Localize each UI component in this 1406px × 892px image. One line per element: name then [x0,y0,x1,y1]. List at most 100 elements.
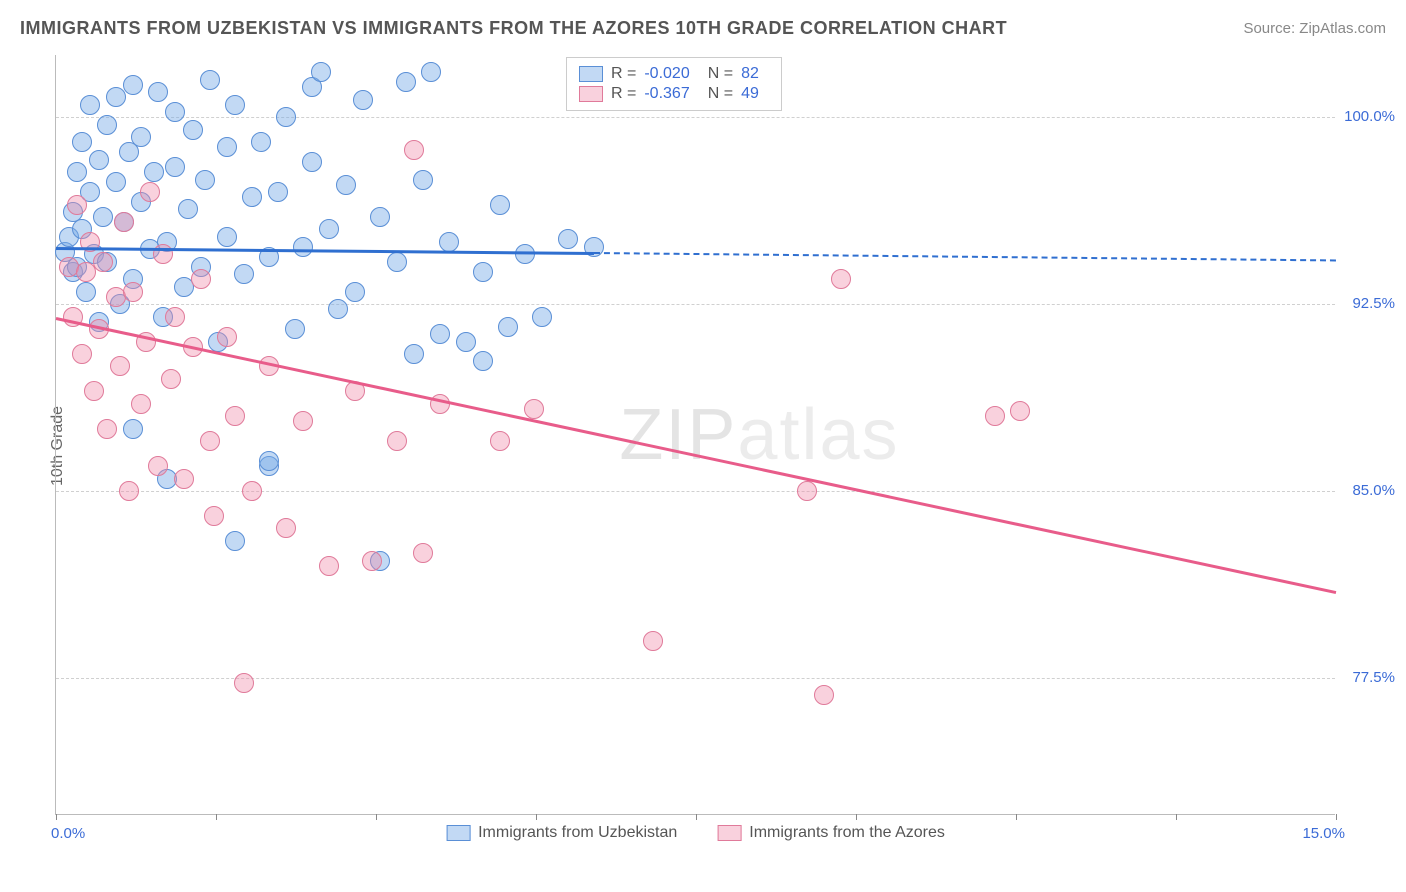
plot-area: ZIPatlas R =-0.020N =82R =-0.367N =49 10… [55,55,1335,815]
legend-swatch [717,825,741,841]
y-tick-label: 77.5% [1340,669,1395,686]
trend-line [594,252,1336,261]
scatter-point [396,72,416,92]
trend-line [56,247,594,255]
scatter-point [276,107,296,127]
scatter-point [225,95,245,115]
legend-r-value: -0.020 [644,65,689,83]
scatter-point [456,332,476,352]
scatter-point [473,351,493,371]
scatter-point [165,157,185,177]
scatter-point [106,87,126,107]
scatter-point [797,481,817,501]
scatter-point [413,170,433,190]
scatter-point [404,140,424,160]
scatter-point [89,150,109,170]
legend-swatch [446,825,470,841]
scatter-point [161,369,181,389]
x-tick-mark [376,814,377,820]
legend-n-label: N = [708,85,733,103]
scatter-point [80,95,100,115]
scatter-point [123,282,143,302]
scatter-point [404,344,424,364]
scatter-point [643,631,663,651]
scatter-point [1010,401,1030,421]
scatter-point [148,456,168,476]
scatter-point [285,319,305,339]
scatter-point [93,252,113,272]
scatter-point [191,269,211,289]
scatter-point [234,673,254,693]
scatter-point [498,317,518,337]
scatter-point [370,207,390,227]
scatter-point [84,381,104,401]
scatter-point [234,264,254,284]
chart-title: IMMIGRANTS FROM UZBEKISTAN VS IMMIGRANTS… [20,18,1007,39]
scatter-point [225,531,245,551]
scatter-point [114,212,134,232]
x-tick-mark [536,814,537,820]
scatter-point [119,481,139,501]
legend-swatch [579,66,603,82]
legend-stat-row: R = -0.367 N = 49 [579,85,769,103]
scatter-point [293,411,313,431]
scatter-point [251,132,271,152]
scatter-point [814,685,834,705]
scatter-point [985,406,1005,426]
y-tick-label: 85.0% [1340,482,1395,499]
scatter-point [413,543,433,563]
legend-stat-row: R = -0.020 N = 82 [579,65,769,83]
scatter-point [242,481,262,501]
scatter-point [225,406,245,426]
scatter-point [174,469,194,489]
x-tick-min: 0.0% [51,825,85,842]
scatter-point [217,227,237,247]
scatter-point [93,207,113,227]
bottom-legend: Immigrants from Uzbekistan Immigrants fro… [446,824,945,842]
scatter-point [242,187,262,207]
scatter-point [106,172,126,192]
scatter-point [353,90,373,110]
scatter-point [362,551,382,571]
scatter-point [490,431,510,451]
scatter-point [302,152,322,172]
scatter-point [183,120,203,140]
legend-n-value: 82 [741,65,759,83]
legend-r-label: R = [611,65,636,83]
bottom-legend-label: Immigrants from the Azores [749,824,945,842]
scatter-point [328,299,348,319]
scatter-point [532,307,552,327]
gridline [56,117,1335,118]
x-tick-mark [1336,814,1337,820]
x-tick-mark [696,814,697,820]
scatter-point [336,175,356,195]
scatter-point [131,127,151,147]
scatter-point [490,195,510,215]
legend-n-value: 49 [741,85,759,103]
legend-r-value: -0.367 [644,85,689,103]
scatter-point [140,182,160,202]
legend-stats-box: R = -0.020 N = 82 R = -0.367 N = 49 [566,57,782,111]
scatter-point [178,199,198,219]
legend-n-label: N = [708,65,733,83]
scatter-point [319,219,339,239]
bottom-legend-label: Immigrants from Uzbekistan [478,824,677,842]
scatter-point [387,431,407,451]
x-tick-mark [216,814,217,820]
scatter-point [195,170,215,190]
scatter-point [67,162,87,182]
scatter-point [204,506,224,526]
scatter-point [76,282,96,302]
scatter-point [165,102,185,122]
x-tick-max: 15.0% [1302,825,1345,842]
legend-r-label: R = [611,85,636,103]
scatter-point [259,451,279,471]
scatter-point [97,115,117,135]
x-tick-mark [856,814,857,820]
scatter-point [421,62,441,82]
scatter-point [97,419,117,439]
scatter-point [72,344,92,364]
scatter-point [311,62,331,82]
scatter-point [200,70,220,90]
scatter-point [110,356,130,376]
